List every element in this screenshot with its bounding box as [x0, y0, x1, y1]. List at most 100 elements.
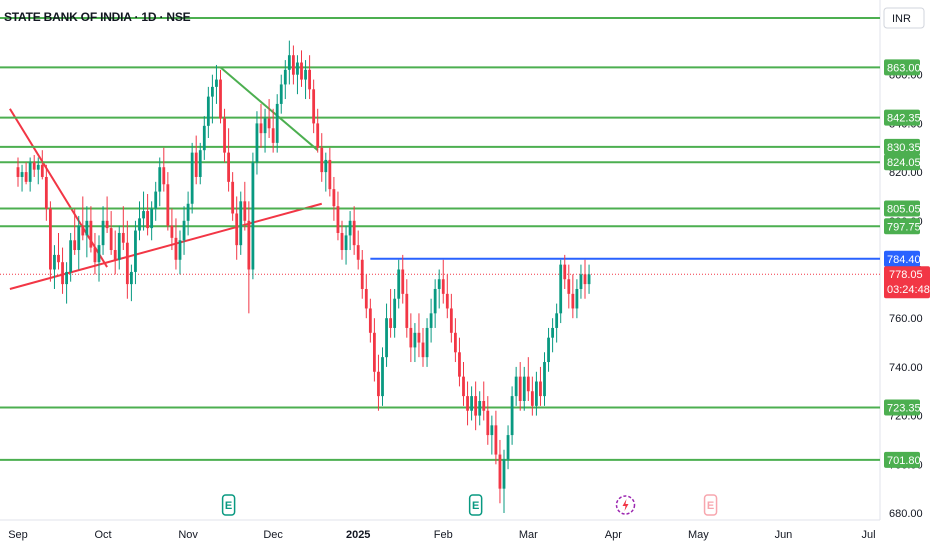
time-tick-label: Jul	[861, 529, 875, 541]
candle-body	[340, 232, 344, 251]
candle-body	[162, 167, 166, 185]
candle-body	[352, 220, 356, 246]
candle-body	[320, 147, 324, 173]
candle-body	[57, 254, 60, 263]
resistance-price-tag	[884, 250, 920, 267]
candle-body	[89, 220, 93, 248]
candle-body	[425, 327, 429, 358]
candle-body	[539, 381, 542, 397]
level-price-tag	[884, 138, 920, 155]
candle-body	[421, 342, 425, 358]
level-price-text: 723.35	[887, 402, 921, 414]
candle-body	[186, 203, 190, 221]
level-price-text: 830.35	[887, 142, 921, 154]
candle-body	[417, 332, 421, 343]
candle-body	[202, 125, 206, 151]
level-price-text: 701.80	[887, 455, 921, 467]
candle-body	[502, 459, 506, 489]
level-price-text: 805.05	[887, 204, 921, 216]
candle-body	[543, 362, 546, 397]
level-price-tag	[884, 59, 920, 76]
candle-body	[81, 225, 85, 236]
level-price-text: 824.05	[887, 157, 921, 169]
candle-body	[73, 240, 77, 251]
candle-body	[583, 274, 587, 285]
level-price-tag	[884, 399, 920, 416]
candle-body	[336, 206, 340, 233]
candle-body	[154, 191, 158, 209]
candle-body	[551, 327, 554, 338]
candle-body	[227, 152, 230, 182]
candle-body	[364, 288, 368, 309]
candle-body	[381, 357, 384, 397]
candle-body	[206, 96, 210, 126]
grid	[0, 0, 881, 521]
candle-body	[490, 425, 494, 436]
candle-body	[575, 288, 579, 309]
candle-body	[300, 62, 303, 80]
time-tick-label: Jun	[775, 529, 793, 541]
candle-body	[360, 259, 364, 289]
candle-body	[61, 262, 64, 285]
candle-body	[279, 84, 283, 104]
candle-body	[567, 279, 571, 294]
time-tick-label: Oct	[94, 529, 111, 541]
time-tick-label: Sep	[8, 529, 28, 541]
candle-body	[113, 250, 117, 260]
price-tick-label: 680.00	[889, 508, 923, 520]
earnings-label: E	[707, 500, 714, 512]
candle-body	[373, 332, 376, 372]
candles	[16, 40, 591, 513]
level-price-tag	[884, 218, 920, 235]
candle-body	[441, 279, 445, 294]
candle-body	[332, 189, 336, 207]
candle-body	[182, 220, 186, 241]
candle-body	[458, 352, 461, 377]
candle-body	[255, 123, 259, 163]
level-price-text: 863.00	[887, 62, 921, 74]
candle-body	[526, 376, 530, 392]
candle-body	[101, 220, 105, 246]
earnings-label: E	[225, 500, 232, 512]
candle-body	[454, 332, 457, 353]
candle-body	[251, 162, 255, 270]
candle-body	[571, 293, 575, 309]
candle-body	[36, 164, 40, 170]
candle-body	[24, 172, 28, 182]
candle-body	[194, 152, 198, 177]
candle-body	[267, 118, 271, 129]
candle-body	[563, 264, 567, 280]
candle-body	[579, 274, 583, 289]
candle-body	[409, 327, 413, 348]
countdown-text: 03:24:48	[887, 284, 930, 296]
candle-body	[474, 396, 478, 416]
candle-body	[348, 220, 352, 236]
candle-body	[142, 211, 145, 219]
candle-body	[190, 152, 194, 204]
candle-body	[20, 172, 24, 177]
candle-body	[328, 159, 332, 190]
resistance-price-text: 784.40	[887, 254, 921, 266]
candle-body	[69, 240, 73, 272]
time-tick-label: Apr	[605, 529, 622, 541]
dividend-bolt-icon	[622, 499, 629, 511]
level-price-tag	[884, 154, 920, 171]
candle-body	[397, 269, 401, 299]
earnings-icon	[468, 494, 483, 516]
candle-body	[16, 167, 20, 177]
candle-body	[449, 308, 453, 333]
candle-body	[316, 123, 320, 148]
candle-body	[170, 225, 174, 238]
candle-body	[522, 376, 526, 401]
time-tick-label: 2025	[346, 529, 370, 541]
candle-body	[530, 391, 534, 406]
candle-body	[437, 279, 441, 289]
level-price-text: 797.75	[887, 221, 921, 233]
level-price-tag	[884, 451, 920, 468]
earnings-label: E	[472, 500, 479, 512]
candle-body	[130, 271, 133, 285]
candle-body	[117, 232, 121, 260]
candle-body	[393, 298, 397, 328]
